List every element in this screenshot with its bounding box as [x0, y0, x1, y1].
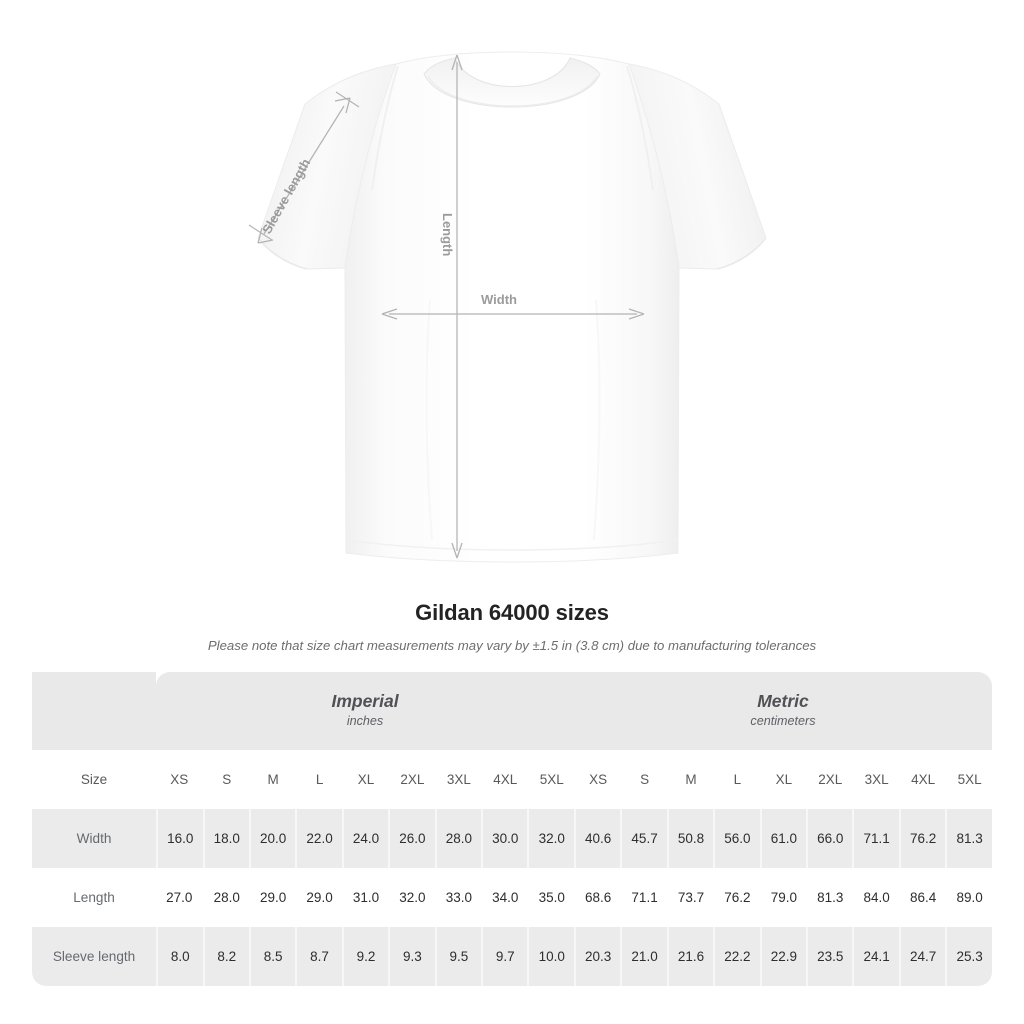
- cell-length-metric-l: 76.2: [713, 868, 760, 927]
- cell-length-metric-3xl: 84.0: [852, 868, 899, 927]
- size-chart-table: Imperial inches Metric centimeters Size …: [32, 672, 992, 986]
- unit-band-spacer: [32, 672, 157, 750]
- cell-width-metric-3xl: 71.1: [852, 809, 899, 868]
- size-header-imperial-xs: XS: [156, 750, 203, 809]
- cell-width-imperial-xs: 16.0: [156, 809, 203, 868]
- cell-sleeve-imperial-3xl: 9.5: [434, 927, 482, 986]
- unit-sub-imperial: inches: [346, 714, 384, 729]
- size-header-metric-xs: XS: [573, 750, 621, 809]
- cell-length-metric-5xl: 89.0: [945, 868, 992, 927]
- cell-width-imperial-m: 20.0: [248, 809, 296, 868]
- cell-width-imperial-4xl: 30.0: [481, 809, 528, 868]
- size-header-imperial-l: L: [295, 750, 342, 809]
- unit-band-row: Imperial inches Metric centimeters: [32, 672, 992, 750]
- cell-width-imperial-xl: 24.0: [341, 809, 389, 868]
- cell-width-imperial-s: 18.0: [202, 809, 249, 868]
- cell-length-imperial-5xl: 35.0: [527, 868, 574, 927]
- cell-length-imperial-xl: 31.0: [341, 868, 389, 927]
- cell-length-metric-s: 71.1: [620, 868, 667, 927]
- cell-sleeve-metric-4xl: 24.7: [898, 927, 946, 986]
- cell-length-imperial-s: 28.0: [202, 868, 249, 927]
- tshirt-diagram: Width Length Sleeve length: [248, 51, 767, 563]
- cell-sleeve-metric-2xl: 23.5: [806, 927, 853, 986]
- unit-name-metric: Metric: [757, 690, 809, 711]
- unit-group-metric: Metric centimeters: [573, 672, 992, 750]
- row-header-length: Length: [32, 868, 157, 927]
- cell-length-imperial-4xl: 34.0: [481, 868, 528, 927]
- cell-sleeve-imperial-m: 8.5: [248, 927, 296, 986]
- cell-width-imperial-3xl: 28.0: [434, 809, 482, 868]
- cell-sleeve-imperial-s: 8.2: [202, 927, 249, 986]
- table-row-sleeve-length: Sleeve length 8.0 8.2 8.5 8.7 9.2 9.3 9.…: [32, 927, 992, 986]
- cell-sleeve-metric-m: 21.6: [666, 927, 714, 986]
- size-header-metric-s: S: [620, 750, 667, 809]
- cell-sleeve-imperial-4xl: 9.7: [481, 927, 528, 986]
- cell-sleeve-metric-5xl: 25.3: [945, 927, 992, 986]
- cell-width-imperial-2xl: 26.0: [388, 809, 435, 868]
- cell-length-metric-2xl: 81.3: [806, 868, 853, 927]
- cell-length-metric-m: 73.7: [666, 868, 714, 927]
- cell-width-imperial-l: 22.0: [295, 809, 342, 868]
- cell-sleeve-imperial-2xl: 9.3: [388, 927, 435, 986]
- sleeve-length-dimension-arrow: [248, 91, 360, 244]
- cell-sleeve-metric-s: 21.0: [620, 927, 667, 986]
- cell-width-metric-xl: 61.0: [759, 809, 807, 868]
- chart-header: Gildan 64000 sizes Please note that size…: [0, 600, 1024, 653]
- size-header-imperial-2xl: 2XL: [388, 750, 435, 809]
- cell-length-imperial-xs: 27.0: [156, 868, 203, 927]
- cell-width-metric-4xl: 76.2: [898, 809, 946, 868]
- table-row-length: Length 27.0 28.0 29.0 29.0 31.0 32.0 33.…: [32, 868, 992, 927]
- size-header-metric-m: M: [666, 750, 714, 809]
- cell-sleeve-imperial-xl: 9.2: [341, 927, 389, 986]
- unit-sub-metric: centimeters: [750, 714, 816, 729]
- unit-name-imperial: Imperial: [331, 690, 399, 711]
- cell-sleeve-metric-3xl: 24.1: [852, 927, 899, 986]
- cell-length-metric-4xl: 86.4: [898, 868, 946, 927]
- cell-width-metric-s: 45.7: [620, 809, 667, 868]
- size-header-imperial-s: S: [202, 750, 249, 809]
- row-header-sleeve-length: Sleeve length: [32, 927, 157, 986]
- size-header-imperial-xl: XL: [341, 750, 389, 809]
- size-header-imperial-5xl: 5XL: [527, 750, 574, 809]
- cell-sleeve-metric-xl: 22.9: [759, 927, 807, 986]
- shirt-shape: [257, 51, 767, 563]
- size-header-metric-l: L: [713, 750, 760, 809]
- tolerance-note: Please note that size chart measurements…: [207, 638, 817, 653]
- cell-sleeve-imperial-5xl: 10.0: [527, 927, 574, 986]
- width-dimension-arrow: [381, 308, 645, 320]
- unit-group-imperial: Imperial inches: [156, 672, 574, 750]
- cell-length-imperial-l: 29.0: [295, 868, 342, 927]
- cell-sleeve-metric-xs: 20.3: [573, 927, 621, 986]
- cell-length-imperial-m: 29.0: [248, 868, 296, 927]
- size-header-imperial-4xl: 4XL: [481, 750, 528, 809]
- size-header-row: Size XS S M L XL 2XL 3XL 4XL 5XL XS S M …: [32, 750, 992, 809]
- cell-width-metric-l: 56.0: [713, 809, 760, 868]
- size-header-metric-xl: XL: [759, 750, 807, 809]
- tshirt-illustration: [248, 51, 767, 563]
- cell-sleeve-imperial-l: 8.7: [295, 927, 342, 986]
- size-header-metric-5xl: 5XL: [945, 750, 992, 809]
- size-header-imperial-3xl: 3XL: [434, 750, 482, 809]
- cell-length-metric-xs: 68.6: [573, 868, 621, 927]
- cell-width-metric-2xl: 66.0: [806, 809, 853, 868]
- cell-sleeve-metric-l: 22.2: [713, 927, 760, 986]
- cell-length-metric-xl: 79.0: [759, 868, 807, 927]
- cell-sleeve-imperial-xs: 8.0: [156, 927, 203, 986]
- table-row-width: Width 16.0 18.0 20.0 22.0 24.0 26.0 28.0…: [32, 809, 992, 868]
- cell-width-metric-m: 50.8: [666, 809, 714, 868]
- size-chart-table-container: Imperial inches Metric centimeters Size …: [32, 672, 992, 986]
- cell-width-metric-xs: 40.6: [573, 809, 621, 868]
- length-dimension-arrow: [451, 54, 463, 559]
- cell-length-imperial-2xl: 32.0: [388, 868, 435, 927]
- row-header-size: Size: [32, 750, 157, 809]
- page-title: Gildan 64000 sizes: [415, 600, 609, 625]
- row-header-width: Width: [32, 809, 157, 868]
- size-header-metric-4xl: 4XL: [898, 750, 946, 809]
- size-header-metric-2xl: 2XL: [806, 750, 853, 809]
- cell-width-metric-5xl: 81.3: [945, 809, 992, 868]
- cell-width-imperial-5xl: 32.0: [527, 809, 574, 868]
- size-header-metric-3xl: 3XL: [852, 750, 899, 809]
- size-header-imperial-m: M: [248, 750, 296, 809]
- cell-length-imperial-3xl: 33.0: [434, 868, 482, 927]
